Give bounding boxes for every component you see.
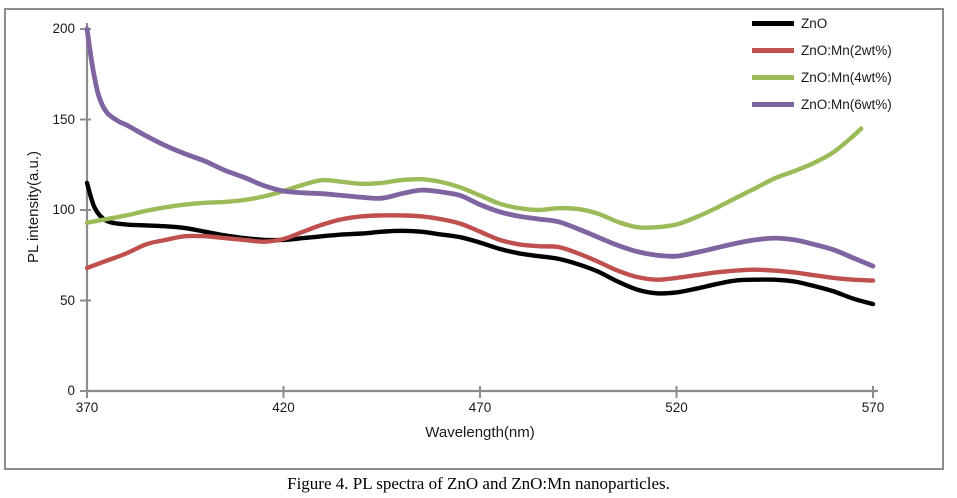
- legend-label: ZnO:Mn(6wt%): [801, 96, 892, 112]
- zno-line-swatch-icon: [752, 20, 794, 26]
- legend-label: ZnO: [801, 15, 828, 31]
- x-tick-label: 570: [861, 400, 885, 415]
- y-tick-label: 100: [52, 202, 75, 217]
- znomn4-line-swatch-icon: [752, 74, 794, 80]
- figure-caption: Figure 4. PL spectra of ZnO and ZnO:Mn n…: [287, 474, 670, 493]
- y-tick-label: 0: [67, 383, 75, 398]
- y-tick-label: 150: [52, 111, 75, 127]
- x-axis-title: Wavelength(nm): [425, 424, 535, 441]
- znomn2-line-swatch-icon: [752, 47, 794, 53]
- legend-item-znomn2: ZnO:Mn(2wt%): [752, 41, 942, 59]
- legend-item-znomn4: ZnO:Mn(4wt%): [752, 68, 942, 86]
- x-tick-label: 470: [468, 400, 492, 415]
- series-line-zno-mn-4wt-: [84, 126, 864, 230]
- x-tick-label: 370: [75, 400, 99, 415]
- legend-item-zno: ZnO: [752, 14, 942, 32]
- legend-item-znomn6: ZnO:Mn(6wt%): [752, 95, 942, 113]
- y-tick-label: 50: [59, 292, 75, 308]
- chart-legend: ZnO ZnO:Mn(2wt%) ZnO:Mn(4wt%) ZnO:Mn(6wt…: [752, 14, 942, 113]
- y-axis-title: PL intensity(a.u.): [25, 151, 42, 263]
- legend-label: ZnO:Mn(2wt%): [801, 42, 892, 58]
- series-line-zno-mn-6wt-: [84, 26, 876, 269]
- x-tick-label: 520: [665, 400, 688, 415]
- znomn6-line-swatch-icon: [752, 101, 794, 107]
- x-tick-label: 420: [272, 400, 295, 415]
- series-line-zno: [84, 180, 876, 307]
- legend-label: ZnO:Mn(4wt%): [801, 69, 892, 85]
- series-line-zno-mn-2wt-: [84, 213, 876, 283]
- y-tick-label: 200: [52, 21, 75, 36]
